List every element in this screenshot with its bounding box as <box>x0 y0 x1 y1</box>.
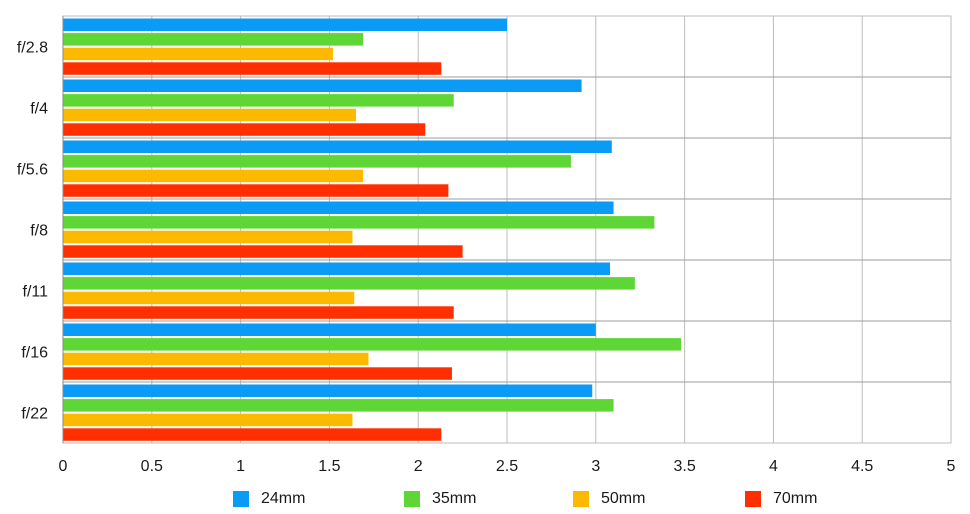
x-tick-label: 1.5 <box>318 458 340 475</box>
x-tick-label: 2 <box>414 458 423 475</box>
bar-35mm-f8 <box>63 216 655 229</box>
x-tick-label: 3 <box>591 458 600 475</box>
bar-24mm-f2-8 <box>63 18 507 31</box>
y-tick-label: f/2.8 <box>17 40 48 57</box>
bar-70mm-f8 <box>63 245 463 258</box>
y-tick-label: f/5.6 <box>17 162 48 179</box>
bar-50mm-f2-8 <box>63 47 333 61</box>
bar-35mm-f16 <box>63 338 682 351</box>
bar-70mm-f4 <box>63 123 426 136</box>
bar-70mm-f2-8 <box>63 62 442 75</box>
bar-50mm-f4 <box>63 108 357 122</box>
legend-label: 50mm <box>601 490 646 507</box>
x-tick-label: 3.5 <box>673 458 695 475</box>
legend-item-70mm: 70mm <box>745 487 817 511</box>
bar-50mm-f8 <box>63 230 353 244</box>
legend-swatch <box>745 491 761 507</box>
bar-24mm-f11 <box>63 262 611 275</box>
y-tick-label: f/8 <box>30 223 48 240</box>
x-tick-label: 5 <box>947 458 956 475</box>
bar-24mm-f16 <box>63 323 596 336</box>
x-tick-label: 4.5 <box>851 458 873 475</box>
bar-70mm-f22 <box>63 428 442 441</box>
legend-swatch <box>404 491 420 507</box>
bar-24mm-f22 <box>63 384 593 397</box>
bar-70mm-f5-6 <box>63 184 449 197</box>
bar-chart: f/2.8 f/4 f/5.6 f/8 f/11 f/16 f/22 0 0.5 1 1.5 2 2.5… <box>17 15 956 475</box>
bar-35mm-f4 <box>63 94 454 107</box>
bar-24mm-f4 <box>63 79 582 92</box>
bar-35mm-f5-6 <box>63 155 571 168</box>
y-tick-label: f/16 <box>21 345 48 362</box>
x-tick-label: 0 <box>59 458 68 475</box>
y-tick-label: f/11 <box>23 284 49 301</box>
bar-35mm-f2-8 <box>63 33 364 46</box>
legend-label: 24mm <box>261 490 306 507</box>
bar-70mm-f16 <box>63 367 452 380</box>
bar-50mm-f5-6 <box>63 169 364 183</box>
legend-label: 35mm <box>432 490 477 507</box>
legend-item-35mm: 35mm <box>404 487 476 511</box>
bar-24mm-f5-6 <box>63 140 612 153</box>
bar-50mm-f22 <box>63 413 353 427</box>
legend: 24mm 35mm 50mm 70mm <box>0 484 970 514</box>
bar-50mm-f16 <box>63 352 369 366</box>
legend-swatch <box>573 491 589 507</box>
x-tick-label: 2.5 <box>496 458 518 475</box>
x-tick-label: 1 <box>236 458 245 475</box>
legend-item-24mm: 24mm <box>233 487 305 511</box>
axes: f/2.8 f/4 f/5.6 f/8 f/11 f/16 f/22 0 0.5 1 1.5 2 2.5… <box>17 16 956 475</box>
bar-70mm-f11 <box>63 306 454 319</box>
bar-50mm-f11 <box>63 291 355 305</box>
legend-label: 70mm <box>773 490 818 507</box>
y-tick-label: f/22 <box>21 406 48 423</box>
bar-24mm-f8 <box>63 201 614 214</box>
x-tick-label: 0.5 <box>141 458 163 475</box>
bars <box>63 18 682 441</box>
bar-35mm-f22 <box>63 399 614 412</box>
legend-item-50mm: 50mm <box>573 487 645 511</box>
y-tick-label: f/4 <box>30 101 48 118</box>
legend-swatch <box>233 491 249 507</box>
x-tick-label: 4 <box>769 458 778 475</box>
bar-35mm-f11 <box>63 277 635 290</box>
